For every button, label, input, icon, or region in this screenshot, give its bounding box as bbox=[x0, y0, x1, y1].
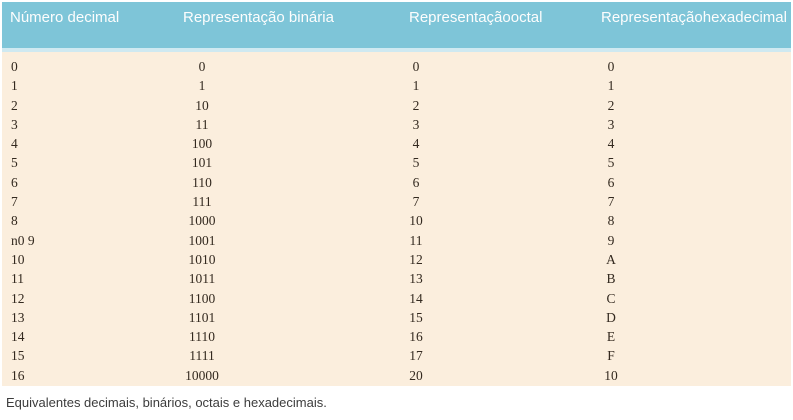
cell-octal: 17 bbox=[409, 348, 423, 364]
cell-decimal: 7 bbox=[11, 194, 18, 210]
table-row: 16 10000 20 10 bbox=[2, 366, 791, 385]
cell-decimal: n0 9 bbox=[11, 232, 35, 248]
cell-binary: 1011 bbox=[188, 271, 216, 287]
cell-octal: 12 bbox=[409, 251, 423, 267]
cell-decimal: 15 bbox=[11, 348, 25, 364]
cell-decimal: 11 bbox=[11, 271, 24, 287]
cell-binary: 1000 bbox=[188, 213, 216, 229]
cell-hexadecimal: C bbox=[606, 290, 616, 306]
cell-binary: 100 bbox=[191, 136, 213, 152]
cell-hexadecimal: E bbox=[606, 329, 616, 345]
table-row: 3 11 3 3 bbox=[2, 115, 791, 134]
cell-decimal: 13 bbox=[11, 309, 25, 325]
cell-hexadecimal: 3 bbox=[607, 116, 615, 132]
cell-decimal: 12 bbox=[11, 290, 25, 306]
cell-binary: 0 bbox=[198, 59, 206, 74]
cell-hexadecimal: 1 bbox=[607, 78, 615, 94]
cell-hexadecimal: B bbox=[606, 271, 616, 287]
cell-hexadecimal: 2 bbox=[607, 97, 615, 113]
table-row: 1 1 1 1 bbox=[2, 76, 791, 95]
cell-binary: 1 bbox=[198, 78, 206, 94]
cell-binary: 11 bbox=[195, 116, 209, 132]
table-row: 5 101 5 5 bbox=[2, 153, 791, 172]
table-body: 0 0 0 0 1 1 1 1 2 10 2 2 3 11 3 3 4 100 4 4 5 101 5 5 6 110 6 6 7 111… bbox=[2, 52, 791, 386]
cell-octal: 5 bbox=[412, 155, 420, 171]
cell-octal: 16 bbox=[409, 329, 423, 345]
table-row: 4 100 4 4 bbox=[2, 134, 791, 153]
header-hexadecimal: Representaçãohexadecimal bbox=[601, 9, 787, 26]
cell-octal: 4 bbox=[412, 136, 420, 152]
cell-decimal: 2 bbox=[11, 97, 18, 113]
header-separator bbox=[2, 48, 791, 52]
table-row: 6 110 6 6 bbox=[2, 173, 791, 192]
table-row: 2 10 2 2 bbox=[2, 96, 791, 115]
table-caption: Equivalentes decimais, binários, octais … bbox=[6, 395, 327, 410]
cell-decimal: 6 bbox=[11, 174, 18, 190]
cell-hexadecimal: A bbox=[606, 251, 616, 267]
cell-binary: 1110 bbox=[189, 329, 215, 345]
cell-decimal: 3 bbox=[11, 116, 18, 132]
cell-hexadecimal: 7 bbox=[607, 194, 615, 210]
cell-hexadecimal: 8 bbox=[607, 213, 615, 229]
cell-decimal: 10 bbox=[11, 251, 25, 267]
cell-octal: 3 bbox=[412, 116, 420, 132]
cell-binary: 1010 bbox=[188, 251, 216, 267]
cell-binary: 111 bbox=[192, 194, 212, 210]
cell-binary: 1001 bbox=[188, 232, 216, 248]
cell-decimal: 16 bbox=[11, 367, 25, 383]
cell-binary: 110 bbox=[192, 174, 212, 190]
cell-binary: 10 bbox=[195, 97, 209, 113]
header-binary: Representação binária bbox=[183, 9, 334, 26]
cell-hexadecimal: 4 bbox=[607, 136, 615, 152]
table-row: 0 0 0 0 bbox=[2, 57, 791, 76]
cell-binary: 10000 bbox=[185, 367, 219, 383]
cell-hexadecimal: D bbox=[606, 309, 616, 325]
table-row: 12 1100 14 C bbox=[2, 289, 791, 308]
cell-binary: 101 bbox=[191, 155, 213, 171]
cell-hexadecimal: F bbox=[607, 348, 615, 364]
cell-decimal: 14 bbox=[11, 329, 25, 345]
table-row: 7 111 7 7 bbox=[2, 192, 791, 211]
cell-hexadecimal: 9 bbox=[607, 232, 615, 248]
table-header: Número decimal Representação binária Rep… bbox=[2, 2, 791, 48]
cell-hexadecimal: 10 bbox=[604, 367, 618, 383]
cell-octal: 2 bbox=[412, 97, 420, 113]
cell-binary: 1100 bbox=[188, 290, 216, 306]
cell-octal: 14 bbox=[409, 290, 423, 306]
cell-binary: 1101 bbox=[188, 309, 216, 325]
cell-decimal: 4 bbox=[11, 136, 18, 152]
cell-octal: 7 bbox=[412, 194, 420, 210]
cell-decimal: 1 bbox=[11, 78, 18, 94]
table-row: 14 1110 16 E bbox=[2, 327, 791, 346]
cell-decimal: 8 bbox=[11, 213, 18, 229]
cell-octal: 20 bbox=[409, 367, 423, 383]
header-octal: Representaçãooctal bbox=[409, 9, 543, 26]
header-decimal: Número decimal bbox=[10, 9, 120, 26]
cell-octal: 1 bbox=[412, 78, 420, 94]
cell-hexadecimal: 5 bbox=[607, 155, 615, 171]
cell-hexadecimal: 6 bbox=[607, 174, 615, 190]
cell-octal: 6 bbox=[412, 174, 420, 190]
cell-octal: 11 bbox=[409, 232, 423, 248]
cell-octal: 10 bbox=[409, 213, 423, 229]
table-row: 13 1101 15 D bbox=[2, 308, 791, 327]
cell-decimal: 0 bbox=[11, 59, 18, 74]
cell-octal: 15 bbox=[409, 309, 423, 325]
cell-hexadecimal: 0 bbox=[607, 59, 615, 74]
table-row: 11 1011 13 B bbox=[2, 269, 791, 288]
cell-binary: 1111 bbox=[189, 348, 215, 364]
table-row: n0 9 1001 11 9 bbox=[2, 231, 791, 250]
cell-decimal: 5 bbox=[11, 155, 18, 171]
conversion-table: Número decimal Representação binária Rep… bbox=[2, 2, 791, 386]
cell-octal: 0 bbox=[412, 59, 420, 74]
cell-octal: 13 bbox=[409, 271, 423, 287]
table-row: 8 1000 10 8 bbox=[2, 211, 791, 230]
table-row: 15 1111 17 F bbox=[2, 346, 791, 365]
